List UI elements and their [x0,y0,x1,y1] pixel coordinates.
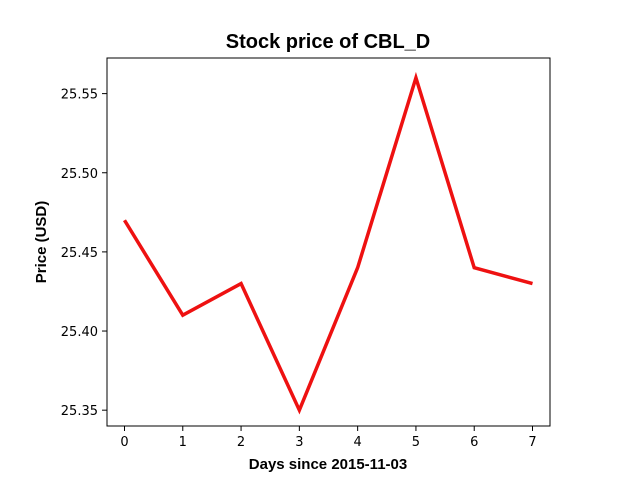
x-tick-label: 2 [237,435,245,450]
y-tick-label: 25.45 [61,246,98,261]
y-tick-label: 25.40 [61,325,98,340]
chart-title: Stock price of CBL_D [226,31,430,53]
x-tick-label: 5 [412,435,420,450]
x-tick-label: 1 [179,435,187,450]
x-axis-label: Days since 2015-11-03 [249,456,407,473]
y-tick-label: 25.55 [61,88,98,103]
x-tick-label: 4 [354,435,362,450]
y-tick-label: 25.50 [61,167,98,182]
series-line [122,71,533,415]
y-axis-ticks: 25.35 25.40 25.45 25.50 25.55 [61,88,107,419]
x-tick-label: 0 [120,435,128,450]
x-tick-label: 6 [470,435,478,450]
x-tick-label: 3 [295,435,303,450]
x-axis-ticks: 0 1 2 3 4 5 6 7 [120,426,537,450]
y-axis-label: Price (USD) [33,201,50,284]
x-tick-label: 7 [528,435,536,450]
series-layer [122,71,533,415]
plot-frame [106,57,551,427]
y-tick-label: 25.35 [61,404,98,419]
